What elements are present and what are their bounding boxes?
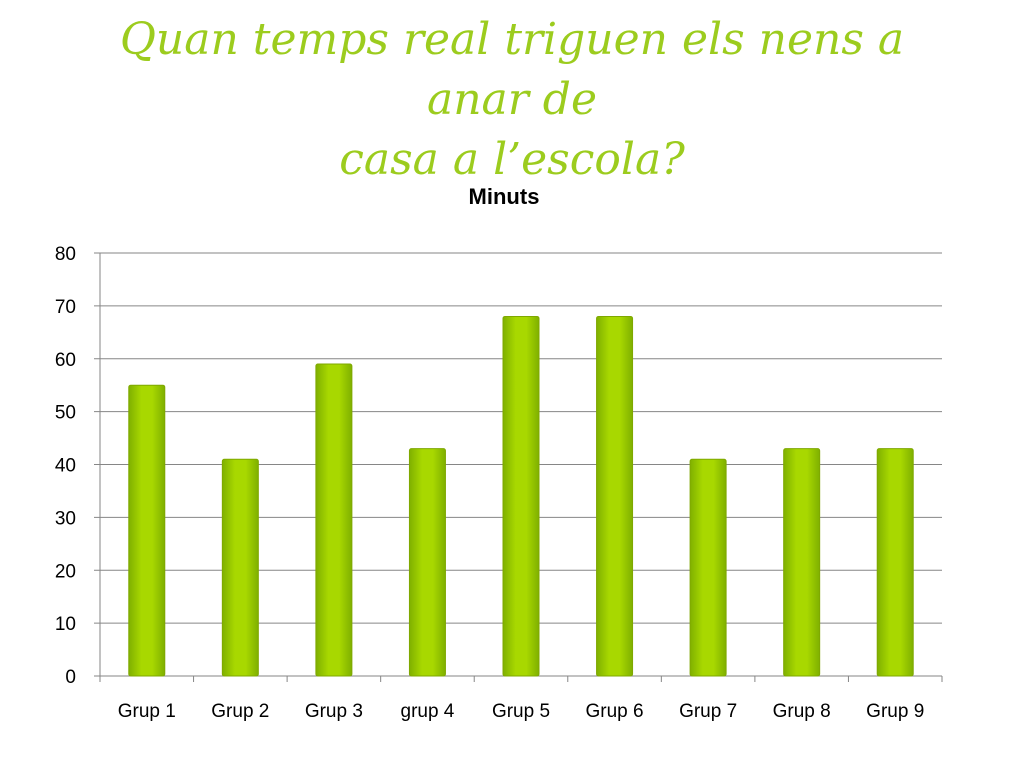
- x-tick-label: Grup 8: [773, 701, 831, 722]
- slide-title: Quan temps real triguen els nens a anar …: [80, 10, 944, 190]
- bar: [783, 448, 821, 677]
- x-tick-label: Grup 3: [305, 701, 363, 722]
- slide-title-line-1: Quan temps real triguen els nens a anar …: [119, 14, 905, 125]
- bar: [408, 448, 446, 677]
- y-tick-label: 80: [55, 244, 76, 265]
- slide-title-line-2: casa a l’escola?: [339, 134, 685, 185]
- x-tick-labels: Grup 1 Grup 2 Grup 3 grup 4 Grup 5 Grup 6 Grup…: [118, 701, 925, 722]
- y-tick-label: 10: [55, 614, 76, 635]
- x-tick-label: Grup 9: [866, 701, 924, 722]
- bar: [596, 315, 634, 677]
- bar: [315, 363, 353, 677]
- x-tick-label: Grup 7: [679, 701, 737, 722]
- bar: [221, 458, 259, 677]
- x-tick-label: Grup 6: [586, 701, 644, 722]
- bars: [128, 315, 914, 677]
- x-tick-label: Grup 1: [118, 701, 176, 722]
- y-tick-label: 40: [55, 456, 76, 477]
- y-tick-label: 60: [55, 350, 76, 371]
- y-tick-label: 20: [55, 561, 76, 582]
- chart-title: Minuts: [469, 184, 540, 209]
- y-tick-labels: 0 10 20 30 40 50 60 70 80: [55, 244, 76, 688]
- y-tick-label: 50: [55, 403, 76, 424]
- x-tick-label: Grup 2: [211, 701, 269, 722]
- x-tick-label: grup 4: [401, 701, 455, 722]
- bar: [502, 315, 540, 677]
- y-tick-label: 70: [55, 297, 76, 318]
- y-tick-label: 30: [55, 508, 76, 529]
- bar: [689, 458, 727, 677]
- y-tick-label: 0: [65, 667, 76, 688]
- bar: [876, 448, 914, 677]
- bar: [128, 384, 166, 677]
- x-tick-label: Grup 5: [492, 701, 550, 722]
